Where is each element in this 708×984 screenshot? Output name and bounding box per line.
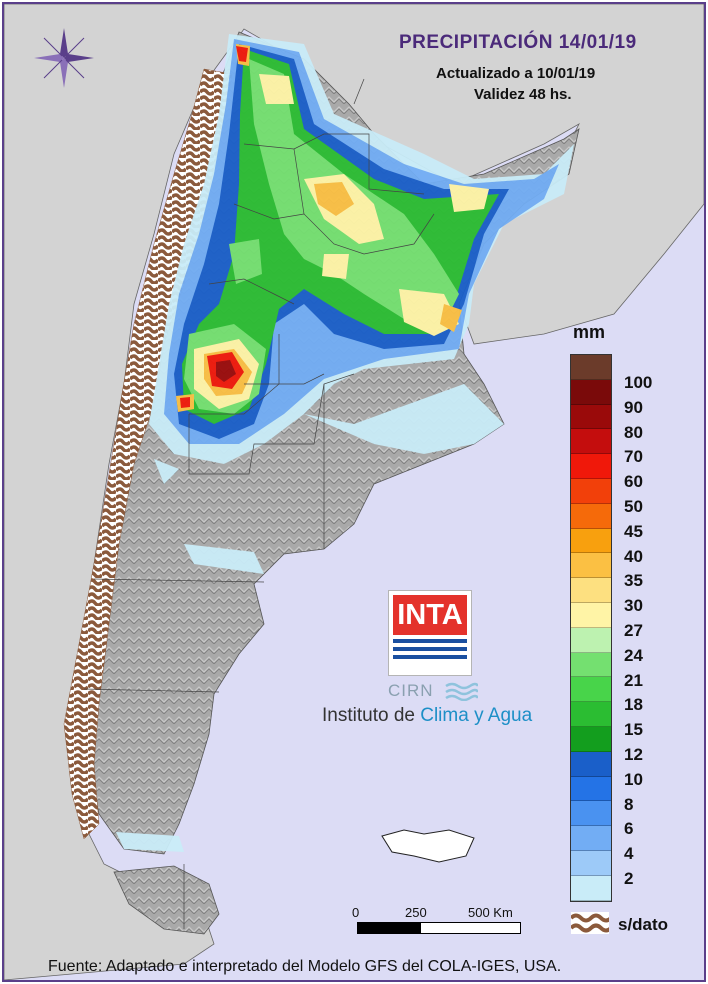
legend-swatch: [571, 404, 611, 430]
institute-name: Instituto de Clima y Agua: [322, 705, 532, 727]
legend-swatch: [571, 355, 611, 380]
legend-swatch: [571, 379, 611, 405]
source-footer: Fuente: Adaptado e interpretado del Mode…: [48, 958, 562, 975]
inta-logo-text: INTA: [393, 595, 467, 635]
scale-bar: [357, 922, 521, 934]
malvinas-islands: [381, 829, 475, 863]
validity-text: Validez 48 hs.: [474, 86, 572, 103]
legend-swatch: [571, 776, 611, 802]
legend-label: 27: [624, 621, 643, 640]
legend-label: 100: [624, 373, 653, 392]
legend-label: 12: [624, 745, 643, 764]
legend-label: 4: [624, 844, 634, 864]
compass-rose-icon: [34, 28, 94, 88]
legend-label: 18: [624, 695, 643, 715]
legend-swatch: [571, 454, 611, 479]
nodata-swatch: [571, 912, 609, 934]
legend-label: 50: [624, 497, 643, 516]
legend-label: 6: [624, 819, 634, 839]
precip-30mm: [194, 74, 489, 409]
scale-label-0: 0: [352, 905, 360, 920]
legend-swatch: [571, 751, 611, 777]
legend-label: 2: [624, 869, 634, 888]
legend-label: 21: [624, 670, 643, 690]
legend-swatch: [571, 602, 611, 628]
legend-label: 60: [624, 472, 643, 492]
legend-label: 70: [624, 447, 643, 467]
scale-label-500: 500 Km: [468, 905, 513, 920]
legend-swatch: [571, 553, 611, 579]
precip-90mm: [216, 360, 236, 382]
legend-swatch: [571, 429, 611, 455]
updated-date: Actualizado a 10/01/19: [436, 65, 596, 82]
legend-swatch: [571, 503, 611, 529]
legend-label: 40: [624, 546, 643, 566]
legend-swatch: [571, 478, 611, 504]
legend-label: 90: [624, 397, 643, 417]
legend-swatch: [571, 826, 611, 851]
legend-swatch: [571, 702, 611, 727]
legend-label: 30: [624, 596, 643, 616]
precip-light-streaks: [116, 384, 504, 852]
tierra-del-fuego: [113, 865, 220, 935]
waves-icon: [445, 682, 478, 701]
precipitation-map: [4, 4, 704, 980]
legend-swatch: [571, 677, 611, 703]
institute-name-b: Clima y Agua: [420, 705, 533, 726]
legend-label: 10: [624, 769, 643, 789]
legend-label: 80: [624, 422, 643, 442]
precip-shading: [116, 34, 574, 852]
legend-swatch: [571, 627, 611, 653]
institute-name-a: Instituto de: [322, 705, 421, 726]
nodata-label: s/dato: [618, 915, 669, 934]
legend-swatch: [571, 528, 611, 554]
legend-label: 35: [624, 571, 643, 591]
legend-swatch: [571, 726, 611, 752]
legend-swatch: [571, 801, 611, 827]
legend-label: 45: [624, 521, 643, 541]
color-legend: [570, 354, 612, 902]
province-boundaries: [83, 78, 435, 929]
legend-swatch: [571, 652, 611, 678]
scale-label-250: 250: [405, 905, 427, 920]
legend-swatch: [571, 875, 611, 901]
precip-24mm: [184, 59, 459, 414]
precip-40mm: [176, 44, 462, 412]
legend-swatch: [571, 850, 611, 876]
precip-60mm: [180, 46, 248, 408]
legend-swatch: [571, 578, 611, 603]
legend-label: 24: [624, 645, 643, 665]
legend-label: 15: [624, 720, 643, 740]
inta-logo: INTA: [388, 590, 472, 676]
cirn-label: CIRN: [388, 681, 434, 700]
legend-unit: mm: [573, 322, 606, 342]
map-title: PRECIPITACIÓN 14/01/19: [399, 32, 637, 53]
legend-label: 8: [624, 794, 634, 814]
